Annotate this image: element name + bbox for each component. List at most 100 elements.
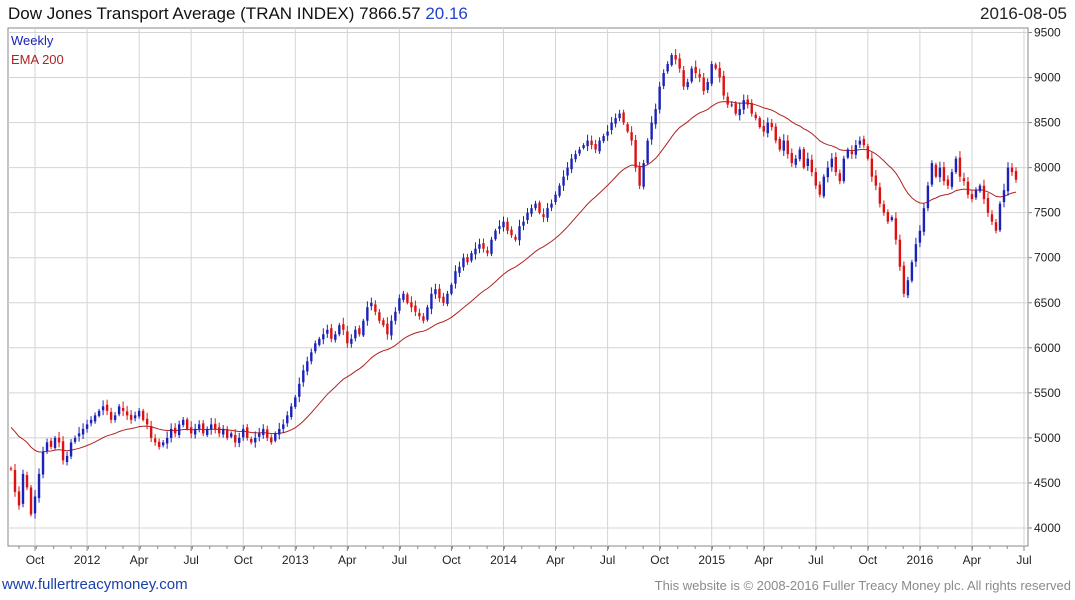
candle-body: [774, 126, 777, 141]
candle: [538, 200, 541, 215]
candle: [770, 118, 773, 131]
candle-body: [594, 144, 597, 150]
candle: [290, 403, 293, 420]
candle: [482, 238, 485, 253]
candle: [101, 400, 105, 416]
candle: [45, 438, 49, 454]
x-tick-label: 2012: [74, 553, 101, 567]
candle: [694, 60, 697, 79]
candle: [662, 69, 665, 90]
candle: [594, 139, 597, 154]
candle: [750, 99, 753, 117]
candle-body: [914, 244, 918, 262]
candle-body: [550, 203, 553, 208]
candle-body: [185, 419, 189, 429]
candle-body: [430, 293, 433, 309]
candle: [990, 210, 994, 226]
candle-body: [706, 82, 709, 90]
candle-body: [754, 114, 757, 119]
candle: [214, 418, 217, 434]
candle-body: [97, 410, 101, 416]
candle-body: [638, 166, 641, 186]
candle: [854, 140, 858, 159]
y-tick-label: 6500: [1034, 296, 1061, 310]
candle: [362, 318, 365, 337]
candle-body: [542, 214, 545, 218]
candle: [466, 253, 469, 265]
x-tick-label: Apr: [963, 553, 982, 567]
candle: [702, 72, 705, 95]
candle-body: [29, 487, 33, 515]
candle: [29, 485, 33, 517]
candle: [113, 412, 117, 423]
candle: [310, 348, 313, 365]
candle-body: [173, 427, 177, 434]
candle: [278, 422, 281, 440]
x-tick-label: Jul: [392, 553, 407, 567]
candle: [534, 200, 537, 211]
candle-body: [121, 407, 125, 411]
candle-body: [290, 406, 293, 417]
x-tick-label: Jul: [1016, 553, 1031, 567]
candle: [370, 297, 373, 311]
candle: [866, 143, 870, 161]
y-tick-label: 7500: [1034, 206, 1061, 220]
gridlines: [8, 28, 1028, 546]
candle-body: [306, 361, 309, 372]
candle-body: [766, 122, 769, 134]
x-tick-label: 2014: [490, 553, 517, 567]
candle-body: [294, 397, 297, 407]
candle: [1014, 167, 1018, 183]
candle: [422, 312, 425, 324]
candle: [830, 153, 834, 172]
candle: [185, 417, 189, 431]
x-tick-label: Jul: [808, 553, 823, 567]
candle-body: [670, 55, 673, 66]
candle-body: [85, 424, 89, 429]
candle: [93, 412, 97, 424]
candle-body: [782, 140, 785, 151]
candle: [302, 364, 305, 387]
candle-body: [818, 184, 822, 195]
candle: [89, 416, 93, 427]
candle-body: [250, 438, 253, 443]
candle-body: [982, 185, 986, 200]
candle: [326, 324, 329, 338]
x-tick-label: Apr: [338, 553, 357, 567]
candle-body: [274, 433, 277, 441]
candle-body: [466, 257, 469, 263]
candle-body: [494, 230, 497, 240]
candle-body: [109, 411, 113, 420]
candle-body: [434, 289, 437, 295]
candle: [77, 426, 81, 442]
candle-body: [145, 418, 149, 425]
candle: [378, 308, 381, 324]
candle: [81, 423, 85, 440]
candle-body: [370, 302, 373, 307]
candle: [486, 246, 489, 257]
candle-body: [902, 265, 906, 294]
site-link[interactable]: www.fullertreacymoney.com: [2, 576, 188, 593]
candle-body: [870, 158, 874, 177]
candle: [586, 134, 589, 152]
candle-body: [362, 320, 365, 336]
candle-body: [842, 158, 846, 182]
chart-date: 2016-08-05: [980, 4, 1067, 23]
candle-body: [614, 118, 617, 124]
candle-body: [834, 157, 838, 173]
candle-body: [862, 138, 866, 146]
candle: [926, 181, 930, 212]
candle-body: [386, 323, 389, 335]
candle: [85, 419, 89, 433]
candles-layer: [9, 49, 1018, 519]
candle: [141, 408, 145, 422]
candle: [914, 237, 918, 267]
candle: [157, 438, 161, 450]
candle-body: [73, 437, 77, 442]
candle-body: [686, 82, 689, 88]
candle-body: [278, 428, 281, 435]
candle-body: [538, 202, 541, 213]
candle-body: [234, 435, 237, 443]
price-change: 20.16: [425, 4, 468, 23]
candle-body: [153, 438, 157, 443]
